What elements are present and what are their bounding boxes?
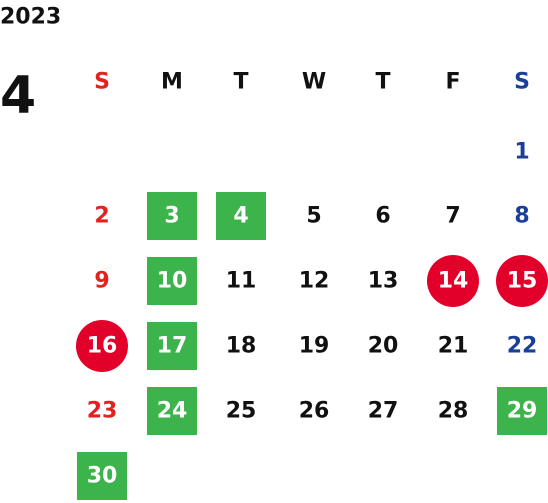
- holiday-square: [497, 387, 547, 435]
- weekday-label: F: [445, 70, 460, 95]
- day-number: 25: [226, 399, 257, 424]
- day-number: 21: [438, 334, 469, 359]
- holiday-circle: [76, 320, 128, 372]
- day-number: 27: [368, 399, 399, 424]
- day-number: 1: [514, 140, 529, 165]
- day-number: 28: [438, 399, 469, 424]
- day-number: 19: [299, 334, 330, 359]
- holiday-square: [216, 192, 266, 240]
- holiday-circle: [427, 255, 479, 307]
- day-number: 15: [507, 269, 538, 294]
- day-number: 3: [164, 204, 179, 229]
- day-number: 5: [306, 204, 321, 229]
- day-number: 17: [157, 334, 188, 359]
- weekday-label: T: [375, 70, 390, 95]
- holiday-square: [77, 452, 127, 500]
- day-number: 20: [368, 334, 399, 359]
- day-number: 10: [157, 269, 188, 294]
- day-number: 14: [438, 269, 469, 294]
- day-number: 18: [226, 334, 257, 359]
- day-number: 9: [94, 269, 109, 294]
- weekday-label: T: [233, 70, 248, 95]
- weekday-label: S: [514, 70, 530, 95]
- day-number: 23: [87, 399, 118, 424]
- holiday-square: [147, 257, 197, 305]
- day-number: 22: [507, 334, 538, 359]
- holiday-square: [147, 322, 197, 370]
- month: 4: [0, 66, 36, 126]
- holiday-square: [147, 387, 197, 435]
- day-number: 2: [94, 204, 109, 229]
- day-number: 29: [507, 399, 538, 424]
- weekday-label: M: [161, 70, 183, 95]
- day-number: 26: [299, 399, 330, 424]
- year: 2023: [0, 5, 61, 30]
- day-number: 7: [445, 204, 460, 229]
- day-number: 4: [233, 204, 248, 229]
- day-number: 13: [368, 269, 399, 294]
- day-number: 12: [299, 269, 330, 294]
- holiday-circle: [496, 255, 548, 307]
- day-number: 6: [375, 204, 390, 229]
- day-number: 30: [87, 464, 118, 489]
- day-number: 16: [87, 334, 118, 359]
- holiday-square: [147, 192, 197, 240]
- weekday-label: S: [94, 70, 110, 95]
- day-number: 24: [157, 399, 188, 424]
- day-number: 11: [226, 269, 257, 294]
- day-number: 8: [514, 204, 529, 229]
- weekday-label: W: [302, 70, 326, 95]
